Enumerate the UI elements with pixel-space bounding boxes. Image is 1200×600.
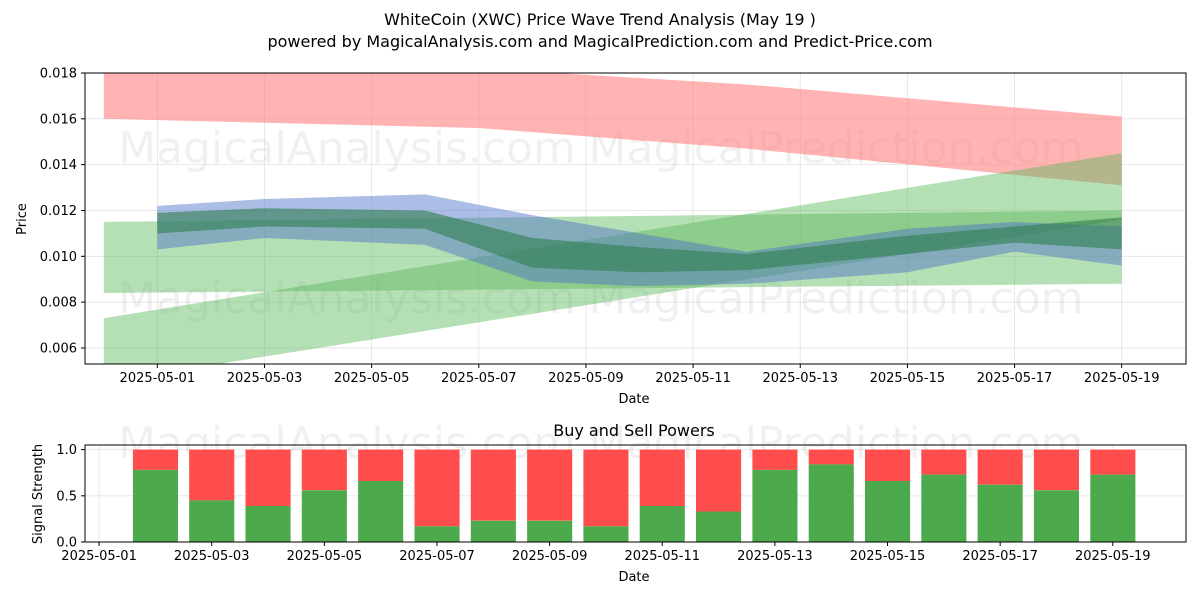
price-y-axis-label: Price [15, 203, 30, 235]
price-band-dark [157, 208, 1122, 273]
signal-chart-title: Buy and Sell Powers [553, 421, 715, 440]
signal-x-tick-label: 2025-05-07 [399, 549, 475, 564]
price-watermark: MagicalAnalysis.com [118, 273, 576, 324]
buy-power-bar [639, 506, 685, 542]
price-watermark: MagicalAnalysis.com [118, 123, 576, 174]
price-band-red [103, 73, 1122, 186]
price-y-tick-label: 0.008 [40, 296, 77, 311]
price-x-tick-label: 2025-05-09 [548, 371, 624, 386]
signal-y-axis-label: Signal Strength [31, 444, 46, 544]
signal-x-tick-label: 2025-05-11 [624, 549, 700, 564]
buy-power-bar [189, 500, 235, 542]
signal-x-tick-label: 2025-05-13 [737, 549, 813, 564]
signal-y-tick-label: 0.5 [56, 489, 77, 504]
price-y-tick-label: 0.010 [40, 250, 77, 265]
price-y-tick-label: 0.016 [40, 112, 77, 127]
sell-power-bar [189, 449, 235, 501]
price-panel: MagicalAnalysis.com MagicalPrediction.com… [15, 67, 1187, 407]
signal-panel: Buy and Sell Powers MagicalAnalysis.com M… [31, 418, 1187, 585]
price-x-tick-label: 2025-05-15 [870, 371, 946, 386]
sell-power-bar [301, 449, 347, 491]
buy-power-bar [245, 506, 291, 542]
buy-power-bar [414, 526, 460, 542]
signal-x-tick-label: 2025-05-15 [850, 549, 926, 564]
sell-power-bar [414, 449, 460, 527]
price-y-ticks: 0.006 0.008 0.010 0.012 0.014 0.016 0.018 [40, 67, 85, 356]
price-x-tick-label: 2025-05-11 [655, 371, 731, 386]
buy-power-bar [921, 474, 967, 542]
buy-power-bar [1033, 490, 1079, 542]
price-y-tick-label: 0.018 [40, 67, 77, 82]
price-x-tick-label: 2025-05-05 [334, 371, 410, 386]
signal-y-tick-label: 0.0 [56, 536, 77, 551]
buy-power-bar [752, 469, 798, 542]
price-bands [103, 73, 1122, 364]
buy-power-bar [977, 484, 1023, 542]
buy-power-bar [470, 520, 516, 542]
sell-power-bar [752, 449, 798, 470]
signal-y-ticks: 0.0 0.5 1.0 [56, 443, 85, 551]
sell-power-bar [1033, 449, 1079, 491]
sell-power-bar [865, 449, 911, 481]
sell-power-bar [1090, 449, 1136, 475]
price-x-ticks: 2025-05-01 2025-05-03 2025-05-05 2025-05-07… [120, 364, 1160, 386]
signal-plot-frame [84, 444, 1187, 543]
signal-x-tick-label: 2025-05-19 [1075, 549, 1151, 564]
sell-power-bar [470, 449, 516, 521]
signal-x-tick-label: 2025-05-03 [174, 549, 250, 564]
signal-x-tick-label: 2025-05-05 [287, 549, 363, 564]
signal-y-tick-label: 1.0 [56, 443, 77, 458]
sell-power-bar [696, 449, 742, 512]
price-watermark: MagicalPrediction.com [589, 273, 1084, 324]
buy-power-bar [865, 481, 911, 542]
signal-x-tick-label: 2025-05-17 [962, 549, 1038, 564]
buy-power-bar [358, 481, 404, 542]
price-plot-frame [84, 72, 1187, 365]
signal-x-tick-label: 2025-05-09 [512, 549, 588, 564]
sell-power-bar [921, 449, 967, 475]
buy-power-bar [696, 511, 742, 542]
sell-power-bar [245, 449, 291, 506]
sell-power-bar [808, 449, 854, 465]
price-x-tick-label: 2025-05-03 [227, 371, 303, 386]
price-x-tick-label: 2025-05-17 [977, 371, 1053, 386]
price-x-tick-label: 2025-05-01 [120, 371, 196, 386]
price-x-axis-label: Date [618, 392, 649, 407]
sell-power-bar [639, 449, 685, 506]
signal-x-tick-label: 2025-05-01 [61, 549, 137, 564]
buy-power-bar [132, 469, 178, 542]
buy-power-bar [583, 526, 629, 542]
signal-bars [132, 449, 1136, 542]
main-chart-title: WhiteCoin (XWC) Price Wave Trend Analysi… [384, 10, 816, 29]
price-y-tick-label: 0.014 [40, 158, 77, 173]
buy-power-bar [1090, 474, 1136, 542]
sell-power-bar [977, 449, 1023, 485]
buy-power-bar [527, 520, 573, 542]
buy-power-bar [808, 464, 854, 542]
sell-power-bar [358, 449, 404, 481]
signal-x-axis-label: Date [618, 570, 649, 585]
price-y-tick-label: 0.012 [40, 204, 77, 219]
sell-power-bar [132, 449, 178, 470]
signal-x-ticks: 2025-05-01 2025-05-03 2025-05-05 2025-05-07… [61, 542, 1151, 564]
sell-power-bar [583, 449, 629, 527]
price-y-tick-label: 0.006 [40, 341, 77, 356]
sell-power-bar [527, 449, 573, 521]
price-x-tick-label: 2025-05-19 [1084, 371, 1160, 386]
buy-power-bar [301, 490, 347, 542]
price-x-tick-label: 2025-05-13 [762, 371, 838, 386]
main-chart-subtitle: powered by MagicalAnalysis.com and Magic… [267, 32, 932, 51]
price-x-tick-label: 2025-05-07 [441, 371, 517, 386]
